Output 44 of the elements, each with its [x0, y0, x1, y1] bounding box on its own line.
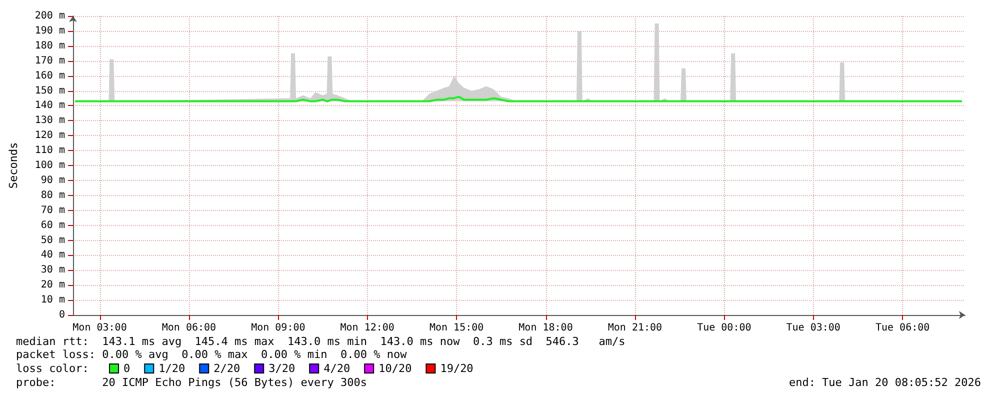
y-tick-label: 70 m	[40, 204, 65, 216]
x-tick-label: Tue 06:00	[875, 322, 930, 334]
y-tick-label: 180 m	[34, 40, 65, 52]
x-tick-label: Mon 03:00	[72, 322, 127, 334]
text: median rtt: 143.1 ms avg 145.4 ms max 143.0 ms min 143.0 ms now 0.3 ms sd 546.3 am/s	[16, 335, 626, 348]
y-tick-label: 20 m	[40, 280, 65, 291]
x-tick-label: Mon 12:00	[340, 322, 394, 334]
y-tick-label: 100 m	[34, 160, 65, 171]
y-tick-label: 150 m	[34, 85, 65, 96]
y-tick-label: 120 m	[34, 130, 65, 142]
y-tick-label: 190 m	[34, 25, 65, 36]
x-tick-label: Tue 03:00	[786, 322, 840, 334]
legend-label: 3/20	[268, 362, 296, 375]
y-tick-label: 130 m	[34, 115, 65, 126]
legend-label: 19/20	[440, 362, 474, 375]
x-tick-label: Mon 06:00	[162, 322, 216, 334]
y-tick-label: 200 m	[34, 10, 65, 22]
legend-label: 2/20	[214, 362, 240, 375]
y-tick-label: 170 m	[34, 55, 65, 66]
legend-title: loss color:	[16, 362, 89, 375]
y-tick-label: 80 m	[40, 190, 65, 201]
legend-label: 10/20	[378, 362, 412, 375]
text: end: Tue Jan 20 08:05:52 2026	[788, 376, 982, 389]
x-tick-label: Tue 00:00	[697, 322, 752, 334]
text: packet loss: 0.00 % avg 0.00 % max 0.00 % min 0.00 % now	[16, 348, 408, 361]
y-tick-label: 30 m	[40, 264, 65, 276]
legend-label: 0	[124, 362, 130, 375]
x-tick-label: Mon 09:00	[251, 322, 306, 334]
y-tick-label: 160 m	[34, 70, 65, 82]
y-tick-label: 40 m	[40, 250, 65, 261]
y-tick-label: 50 m	[40, 234, 65, 246]
y-tick-label: 60 m	[40, 220, 65, 231]
y-tick-label: 110 m	[34, 145, 65, 156]
text: probe: 20 ICMP Echo Pings (56 Bytes) every 300s	[16, 376, 367, 389]
x-tick-label: Mon 18:00	[518, 322, 573, 334]
y-tick-label: 10 m	[40, 294, 65, 306]
y-axis-title: Seconds	[7, 142, 20, 189]
x-tick-label: Mon 21:00	[608, 322, 662, 334]
legend-label: 4/20	[324, 362, 350, 375]
y-tick-label: 140 m	[34, 100, 65, 112]
y-tick-label: 90 m	[40, 174, 65, 186]
legend-label: 1/20	[158, 362, 186, 375]
x-tick-label: Mon 15:00	[429, 322, 484, 334]
y-tick-label: 0	[58, 310, 65, 320]
